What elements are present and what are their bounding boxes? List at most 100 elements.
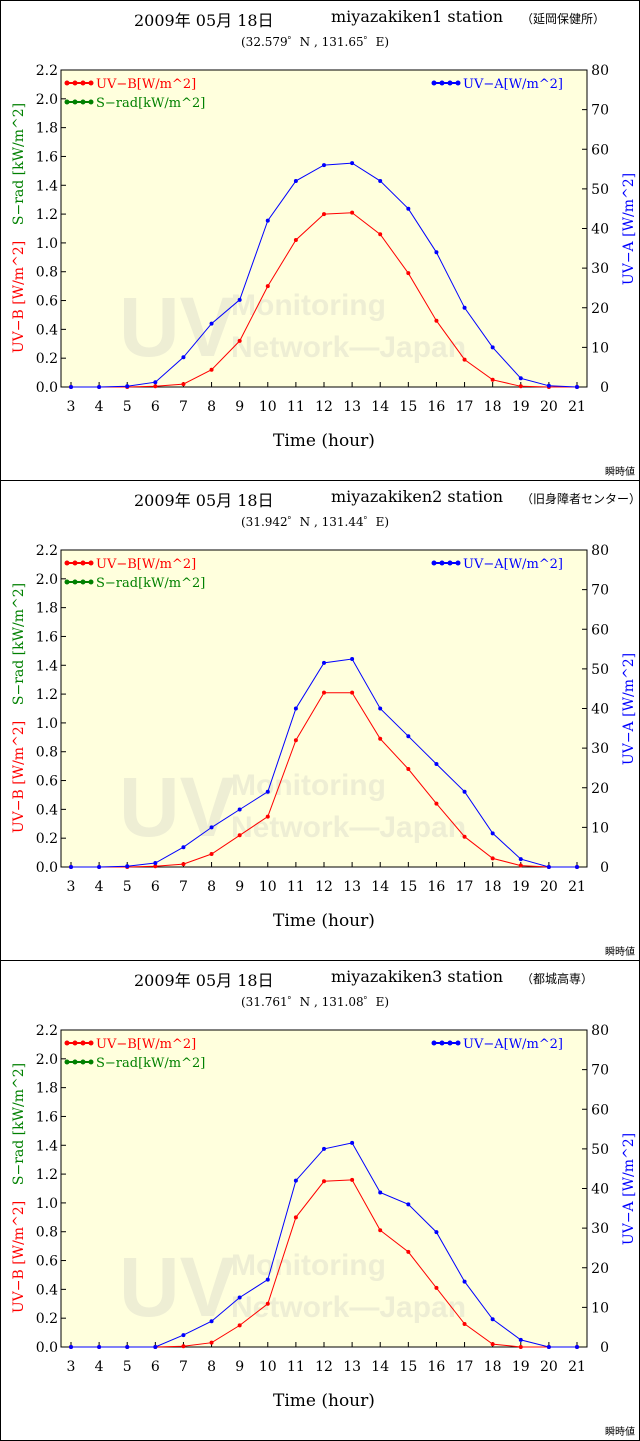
x-tick-label: 7 (179, 879, 188, 895)
left-tick-label: 1.0 (36, 716, 58, 732)
x-tick-label: 15 (399, 879, 417, 895)
legend-marker (88, 99, 94, 105)
data-point (97, 1345, 102, 1349)
legend-marker (439, 1040, 445, 1046)
data-point (406, 734, 411, 739)
x-tick-label: 18 (484, 399, 502, 415)
x-tick-label: 12 (315, 399, 333, 415)
data-point (293, 1178, 298, 1183)
left-tick-label: 1.0 (36, 236, 58, 252)
data-point (293, 738, 298, 743)
right-tick-label: 60 (591, 622, 609, 638)
data-point (237, 338, 242, 343)
legend-marker (64, 80, 70, 86)
data-point (434, 1285, 439, 1290)
data-point (97, 865, 102, 869)
chart-panel: 2009年 05月 18日 miyazakiken2 station （旧身障者セン… (0, 480, 640, 961)
x-tick-label: 8 (207, 399, 216, 415)
x-tick-label: 3 (67, 1359, 76, 1375)
legend-item: S−rad[kW/m^2] (64, 1056, 205, 1071)
legend-marker (64, 99, 70, 105)
data-point (462, 834, 467, 839)
legend-marker (88, 80, 94, 86)
left-tick-label: 1.6 (36, 1109, 58, 1125)
right-axis-label: UV−A [W/m^2] (621, 173, 637, 285)
watermark-network: Network—Japan (231, 331, 466, 364)
x-tick-label: 19 (512, 399, 530, 415)
legend-item: UV−A[W/m^2] (431, 77, 563, 92)
data-point (406, 767, 411, 772)
left-tick-label: 0.0 (36, 860, 58, 876)
data-point (378, 706, 383, 711)
right-tick-label: 50 (591, 1142, 609, 1158)
right-tick-label: 10 (591, 820, 609, 836)
x-tick-label: 20 (540, 879, 558, 895)
right-tick-label: 10 (591, 1300, 609, 1316)
x-tick-label: 5 (123, 399, 132, 415)
legend-marker (80, 1059, 86, 1065)
right-tick-label: 80 (591, 543, 609, 559)
data-point (350, 161, 355, 166)
title-station: miyazakiken3 station (331, 967, 504, 986)
legend-marker (88, 1040, 94, 1046)
data-point (322, 1179, 326, 1184)
data-point (181, 1344, 186, 1349)
right-tick-label: 30 (591, 261, 609, 277)
data-point (518, 376, 523, 381)
data-point (153, 384, 158, 389)
legend-item: S−rad[kW/m^2] (64, 576, 205, 591)
right-tick-label: 0 (600, 1340, 609, 1356)
data-point (181, 845, 186, 850)
left-tick-label: 0.8 (36, 745, 58, 761)
legend-marker (447, 1040, 453, 1046)
x-tick-label: 3 (67, 879, 76, 895)
right-tick-label: 0 (600, 380, 609, 396)
station-coords: (31.761゜N , 131.08゜E) (241, 995, 390, 1009)
right-tick-label: 70 (591, 103, 609, 119)
left-tick-label: 2.0 (36, 1052, 58, 1068)
chart-panel: 2009年 05月 18日 miyazakiken1 station （延岡保健所）… (0, 0, 640, 481)
data-point (265, 1277, 270, 1282)
legend-marker (431, 80, 437, 86)
x-tick-label: 5 (123, 879, 132, 895)
x-tick-label: 14 (371, 399, 389, 415)
x-tick-label: 17 (456, 399, 474, 415)
data-point (490, 1317, 495, 1322)
x-tick-label: 6 (151, 1359, 160, 1375)
right-tick-label: 30 (591, 741, 609, 757)
data-point (322, 163, 326, 168)
left-tick-label: 2.2 (36, 1023, 58, 1039)
left-tick-label: 0.2 (36, 831, 58, 847)
right-tick-label: 60 (591, 142, 609, 158)
data-point (265, 1301, 270, 1306)
x-tick-label: 3 (67, 399, 76, 415)
x-tick-label: 8 (207, 879, 216, 895)
left-tick-label: 1.8 (36, 601, 58, 617)
title-station-jp: （延岡保健所） (521, 12, 606, 26)
legend-marker (72, 560, 78, 566)
data-point (575, 385, 579, 389)
x-tick-label: 11 (287, 399, 305, 415)
x-tick-label: 20 (540, 399, 558, 415)
data-point (406, 1202, 411, 1207)
watermark-uv: UV (119, 760, 236, 854)
legend-label: S−rad[kW/m^2] (96, 1056, 205, 1071)
left-tick-label: 1.6 (36, 149, 58, 165)
legend-item: UV−B[W/m^2] (64, 557, 196, 572)
title-station-jp: （旧身障者センター） (521, 492, 640, 506)
left-tick-label: 0.0 (36, 1340, 58, 1356)
data-point (322, 690, 326, 695)
data-point (350, 656, 355, 661)
data-point (237, 833, 242, 838)
right-tick-label: 70 (591, 1063, 609, 1079)
data-point (237, 1323, 242, 1328)
left-tick-label: 0.2 (36, 1311, 58, 1327)
data-point (209, 825, 214, 830)
chart-panel: 2009年 05月 18日 miyazakiken3 station （都城高専） (… (0, 960, 640, 1441)
data-point (237, 807, 242, 812)
footnote-instant-value: 瞬時値 (605, 947, 635, 958)
x-tick-label: 8 (207, 1359, 216, 1375)
data-point (181, 382, 186, 387)
data-point (406, 206, 411, 211)
